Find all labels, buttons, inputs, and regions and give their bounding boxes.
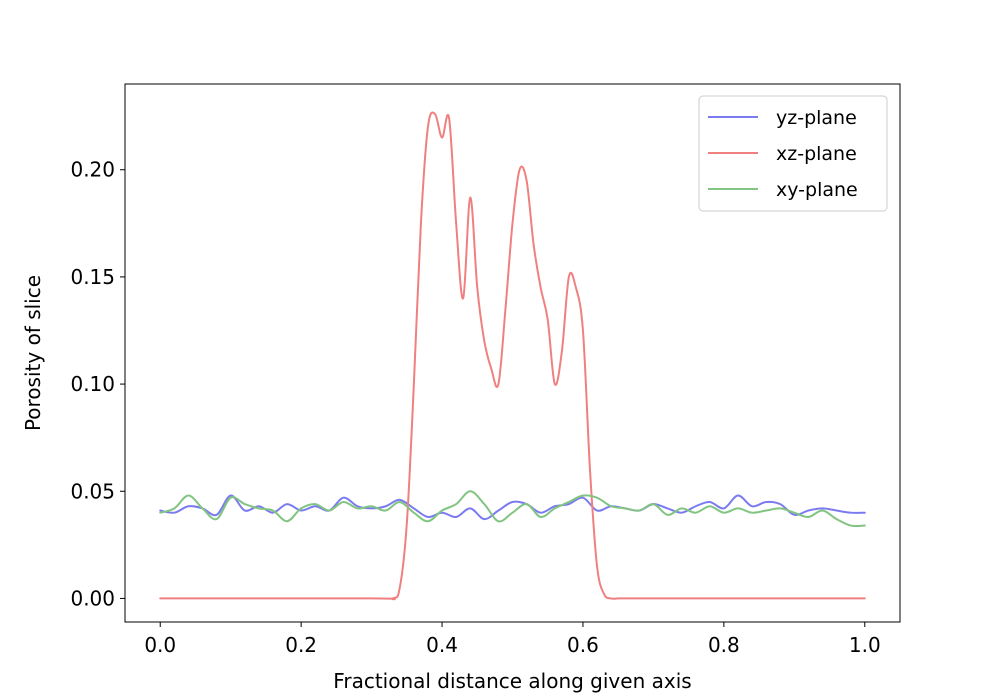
plot-frame: [124, 83, 901, 623]
x-axis-label: Fractional distance along given axis: [333, 669, 691, 693]
series-line-xy-plane: [159, 490, 866, 528]
x-tick-label: 0.4: [426, 633, 458, 657]
x-tick-label: 0.0: [144, 633, 176, 657]
legend-label-yz-plane: yz-plane: [776, 107, 857, 129]
y-axis: 0.00 0.05 0.10 0.15 0.20: [70, 158, 125, 610]
series-line-xz-plane: [159, 111, 866, 601]
x-tick-label: 0.2: [285, 633, 317, 657]
x-tick-label: 0.8: [708, 633, 740, 657]
legend-label-xy-plane: xy-plane: [776, 179, 858, 201]
legend: yz-plane xz-plane xy-plane: [698, 95, 888, 212]
series-line-yz-plane: [159, 494, 866, 521]
x-tick-label: 1.0: [849, 633, 881, 657]
legend-box: [698, 95, 888, 212]
series-layer: [159, 111, 866, 601]
y-tick-label: 0.05: [70, 479, 115, 503]
legend-label-xz-plane: xz-plane: [776, 143, 857, 165]
y-tick-label: 0.00: [70, 586, 115, 610]
x-tick-label: 0.6: [567, 633, 599, 657]
x-axis: 0.0 0.2 0.4 0.6 0.8 1.0: [144, 622, 881, 657]
y-tick-label: 0.20: [70, 158, 115, 182]
y-tick-label: 0.10: [70, 372, 115, 396]
y-tick-label: 0.15: [70, 265, 115, 289]
y-axis-label: Porosity of slice: [21, 275, 45, 431]
